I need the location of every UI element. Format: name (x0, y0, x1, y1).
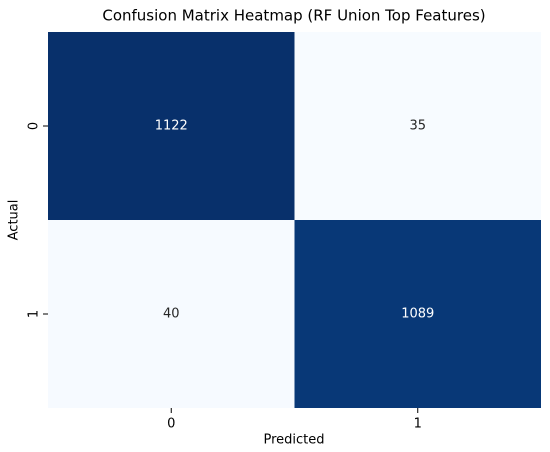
x-tick-label: 0 (167, 417, 175, 432)
cell-label: 1122 (155, 119, 188, 134)
cell-label: 40 (163, 307, 180, 322)
y-axis-label: Actual (7, 200, 22, 241)
heatmap-cell (294, 220, 541, 408)
chart-title: Confusion Matrix Heatmap (RF Union Top F… (102, 7, 485, 25)
heatmap-cell (294, 32, 541, 220)
y-tick-label: 1 (27, 310, 42, 318)
heatmap-cell (48, 220, 295, 408)
heatmap-cell (48, 32, 295, 220)
x-tick-label: 1 (414, 417, 422, 432)
cell-label: 35 (409, 119, 426, 134)
x-axis-label: Predicted (263, 433, 324, 448)
cell-label: 1089 (401, 307, 434, 322)
y-tick-label: 0 (27, 122, 42, 130)
